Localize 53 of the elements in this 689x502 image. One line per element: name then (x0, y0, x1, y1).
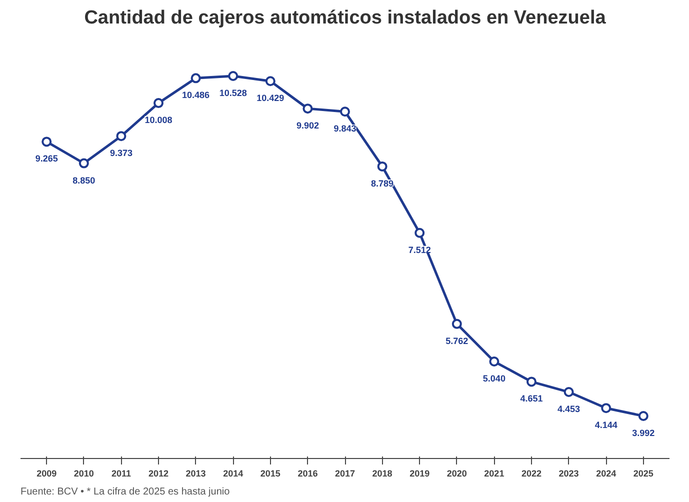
x-tick-label: 2012 (148, 468, 169, 478)
data-label: 8.789 (371, 178, 394, 188)
data-label: 5.040 (482, 373, 506, 384)
x-tick-label: 2010 (74, 468, 94, 478)
point (526, 376, 536, 387)
x-tick-label: 2019 (410, 468, 430, 478)
x-tick-label: 2017 (334, 468, 356, 478)
data-label: 10.486 (182, 90, 210, 100)
data-label: 9.265 (35, 154, 58, 164)
x-tick-label: 2013 (186, 468, 206, 478)
data-label: 4.651 (520, 394, 543, 404)
x-tick-label: 2020 (446, 468, 467, 478)
data-label: 7.512 (408, 244, 431, 255)
data-label: 9.902 (296, 120, 319, 131)
x-tick-label: 2022 (521, 468, 542, 478)
data-label: 5.762 (446, 336, 468, 346)
point (154, 98, 164, 108)
point (377, 161, 388, 172)
data-label: 9.373 (110, 148, 132, 158)
data-label: 8.850 (72, 175, 96, 186)
x-tick-label: 2016 (298, 468, 318, 478)
point (265, 76, 276, 86)
point (452, 318, 462, 329)
x-tick-label: 2023 (558, 468, 579, 478)
source-note: Fuente: BCV • * La cifra de 2025 es hasta junio (20, 486, 230, 498)
point (414, 228, 425, 238)
data-label: 10.528 (219, 88, 247, 98)
x-tick-label: 2014 (223, 468, 244, 478)
x-tick-label: 2009 (36, 468, 57, 478)
point (340, 106, 350, 117)
point (78, 158, 89, 168)
data-label: 3.992 (632, 428, 655, 438)
x-tick-label: 2021 (484, 468, 504, 478)
point (190, 73, 201, 84)
data-label: 9.843 (334, 124, 356, 134)
point (489, 356, 500, 366)
data-label: 10.429 (256, 93, 284, 104)
data-label: 10.008 (144, 115, 172, 126)
x-tick-label: 2025 (633, 468, 654, 478)
data-label: 4.144 (594, 420, 618, 430)
point (42, 136, 52, 147)
point (638, 411, 648, 421)
point (564, 387, 574, 398)
point (601, 403, 612, 414)
chart-title: Cantidad de cajeros automáticos instalados en Venezuela (84, 8, 606, 28)
x-tick-label: 2024 (596, 468, 616, 478)
x-tick-label: 2011 (111, 468, 131, 478)
point (228, 71, 238, 81)
data-label: 4.453 (558, 404, 580, 414)
point (302, 104, 313, 114)
point (116, 131, 126, 142)
x-tick-label: 2018 (372, 468, 392, 478)
x-tick-label: 2015 (260, 468, 280, 478)
